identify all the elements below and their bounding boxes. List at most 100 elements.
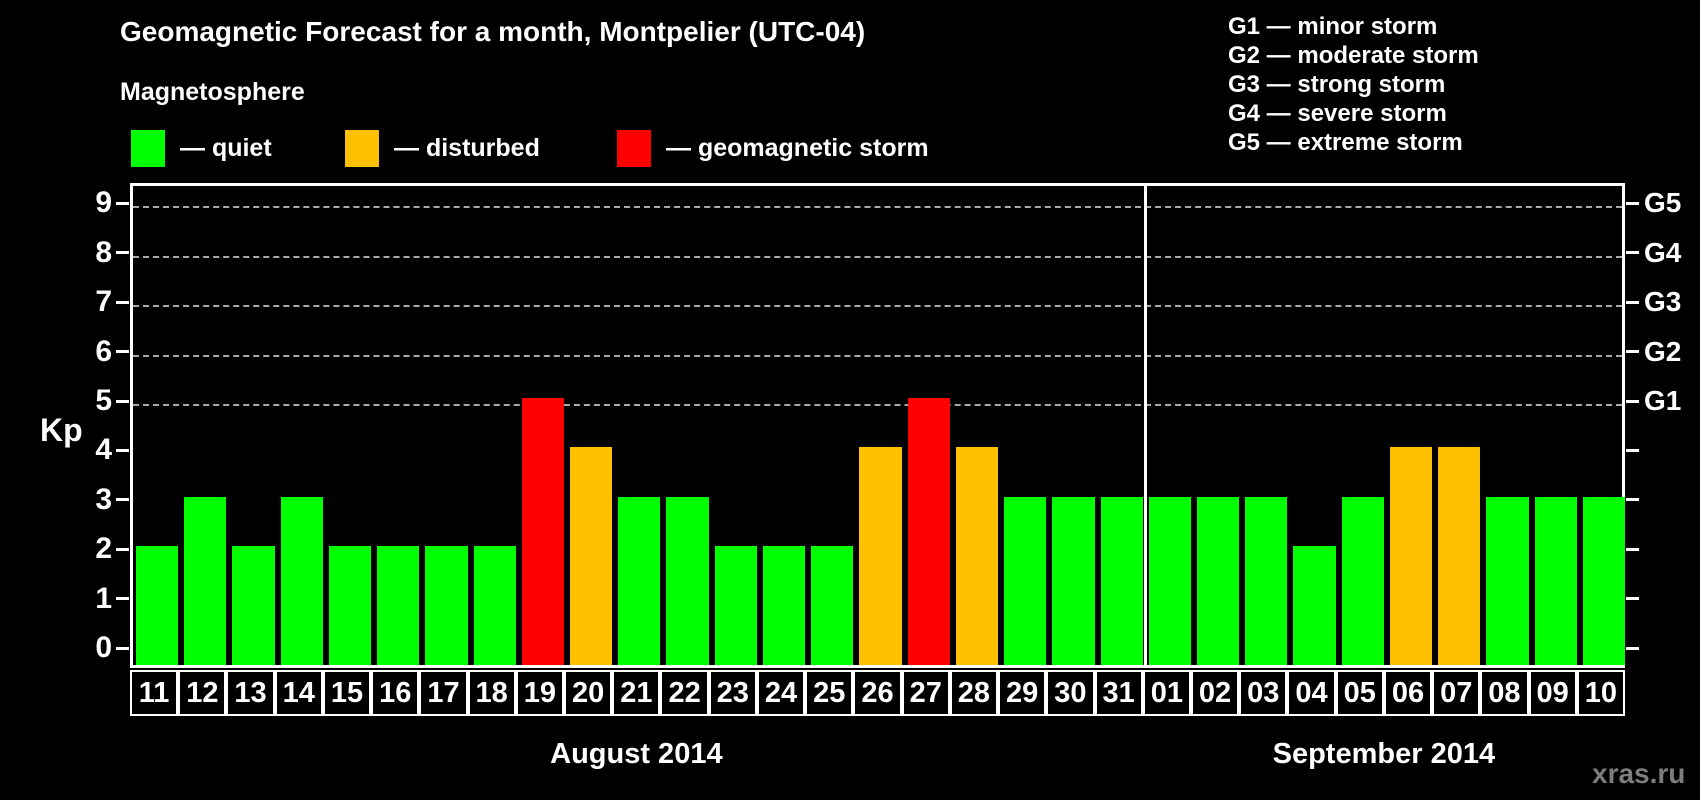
date-cell-12: 12	[178, 670, 227, 716]
y-tick-right-5	[1626, 399, 1639, 403]
y-tick-label-4: 4	[95, 433, 112, 467]
y-tick-right-3	[1626, 498, 1639, 502]
kp-bar-day-18	[473, 546, 516, 665]
date-cell-13: 13	[226, 670, 275, 716]
date-cell-02: 02	[1190, 670, 1240, 716]
date-cell-08: 08	[1480, 670, 1529, 716]
g-axis-label-g3: G3	[1644, 286, 1682, 318]
kp-bar-day-03	[1245, 496, 1288, 665]
y-tick-left-6	[116, 350, 129, 354]
y-tick-left-7	[116, 300, 129, 304]
date-cell-10: 10	[1576, 670, 1625, 716]
kp-bar-day-10	[1582, 496, 1625, 665]
y-tick-left-8	[116, 251, 129, 255]
g-axis-label-g4: G4	[1644, 236, 1682, 268]
g1-legend-line: G1 — minor storm	[1228, 13, 1438, 40]
date-cell-24: 24	[756, 670, 806, 716]
legend-item-storm: — geomagnetic storm	[617, 128, 929, 168]
y-tick-label-6: 6	[95, 334, 112, 368]
kp-bar-day-14	[280, 496, 323, 665]
date-cell-05: 05	[1335, 670, 1384, 716]
plot-area	[130, 183, 1625, 668]
y-tick-label-3: 3	[95, 482, 112, 516]
g2-legend-line: G2 — moderate storm	[1228, 42, 1479, 69]
legend-label-disturbed: — disturbed	[394, 133, 540, 162]
date-cell-03: 03	[1239, 670, 1288, 716]
date-cell-04: 04	[1287, 670, 1336, 716]
legend-label-storm: — geomagnetic storm	[666, 133, 929, 162]
g4-legend-line: G4 — severe storm	[1228, 100, 1447, 127]
y-tick-right-8	[1626, 251, 1639, 255]
date-cell-01: 01	[1142, 670, 1191, 716]
date-cell-16: 16	[371, 670, 420, 716]
y-tick-left-4	[116, 448, 129, 452]
y-tick-label-8: 8	[95, 235, 112, 269]
date-cell-30: 30	[1046, 670, 1095, 716]
date-cell-29: 29	[998, 670, 1047, 716]
g-axis-label-g5: G5	[1644, 187, 1682, 219]
y-tick-right-9	[1626, 201, 1639, 205]
legend-label-quiet: — quiet	[180, 133, 272, 162]
kp-bar-day-27	[907, 398, 950, 665]
g5-legend-line: G5 — extreme storm	[1228, 129, 1463, 156]
month-label-1: September 2014	[1272, 738, 1496, 770]
y-tick-left-9	[116, 201, 129, 205]
g3-legend-line: G3 — strong storm	[1228, 71, 1446, 98]
date-cell-14: 14	[274, 670, 323, 716]
kp-bar-day-21	[618, 496, 661, 665]
watermark: xras.ru	[1592, 758, 1686, 789]
y-tick-label-9: 9	[95, 186, 112, 220]
kp-bar-day-13	[232, 546, 275, 665]
date-cell-28: 28	[949, 670, 999, 716]
y-tick-left-3	[116, 498, 129, 502]
kp-bar-day-11	[136, 546, 179, 665]
kp-bar-day-09	[1534, 496, 1577, 665]
legend-item-quiet: — quiet	[131, 128, 272, 168]
gridline-kp8	[133, 255, 1622, 258]
y-tick-left-5	[116, 399, 129, 403]
y-tick-label-0: 0	[95, 631, 112, 664]
date-cell-26: 26	[853, 670, 902, 716]
chart-title: Geomagnetic Forecast for a month, Montpe…	[120, 16, 866, 47]
date-cell-07: 07	[1432, 670, 1481, 716]
date-cell-17: 17	[419, 670, 468, 716]
kp-bar-day-01	[1148, 496, 1191, 665]
y-tick-right-7	[1626, 300, 1639, 304]
kp-bar-day-12	[184, 496, 227, 665]
y-tick-left-2	[116, 547, 129, 551]
kp-bar-day-28	[955, 447, 999, 665]
kp-bar-day-26	[859, 447, 902, 665]
kp-bar-day-29	[1004, 496, 1047, 665]
kp-bar-day-20	[570, 447, 613, 665]
kp-bar-day-22	[666, 496, 709, 665]
kp-bar-day-02	[1196, 496, 1240, 665]
gridline-kp9	[133, 206, 1622, 209]
month-separator	[1144, 186, 1148, 665]
kp-bar-day-25	[811, 546, 854, 665]
date-cell-31: 31	[1094, 670, 1143, 716]
kp-bar-day-19	[521, 398, 565, 665]
y-tick-label-1: 1	[95, 581, 112, 615]
date-cell-15: 15	[322, 670, 372, 716]
y-tick-label-7: 7	[95, 285, 112, 319]
kp-bar-day-06	[1389, 447, 1433, 665]
kp-bar-day-05	[1341, 496, 1384, 665]
date-cell-09: 09	[1528, 670, 1577, 716]
date-cell-27: 27	[901, 670, 950, 716]
y-tick-left-1	[116, 597, 129, 601]
date-cell-11: 11	[130, 670, 179, 716]
y-tick-label-5: 5	[95, 384, 112, 417]
y-tick-left-0	[116, 646, 129, 650]
date-cell-25: 25	[805, 670, 854, 716]
storm-color-swatch	[617, 129, 651, 167]
date-cell-21: 21	[612, 670, 661, 716]
legend-item-disturbed: — disturbed	[345, 128, 540, 168]
date-cell-06: 06	[1383, 670, 1433, 716]
y-tick-right-0	[1626, 646, 1639, 650]
kp-bar-day-17	[425, 546, 468, 665]
g-axis-label-g1: G1	[1644, 385, 1682, 416]
kp-bar-day-24	[762, 546, 806, 665]
magnetosphere-label: Magnetosphere	[120, 78, 305, 106]
kp-bar-day-04	[1293, 546, 1336, 665]
